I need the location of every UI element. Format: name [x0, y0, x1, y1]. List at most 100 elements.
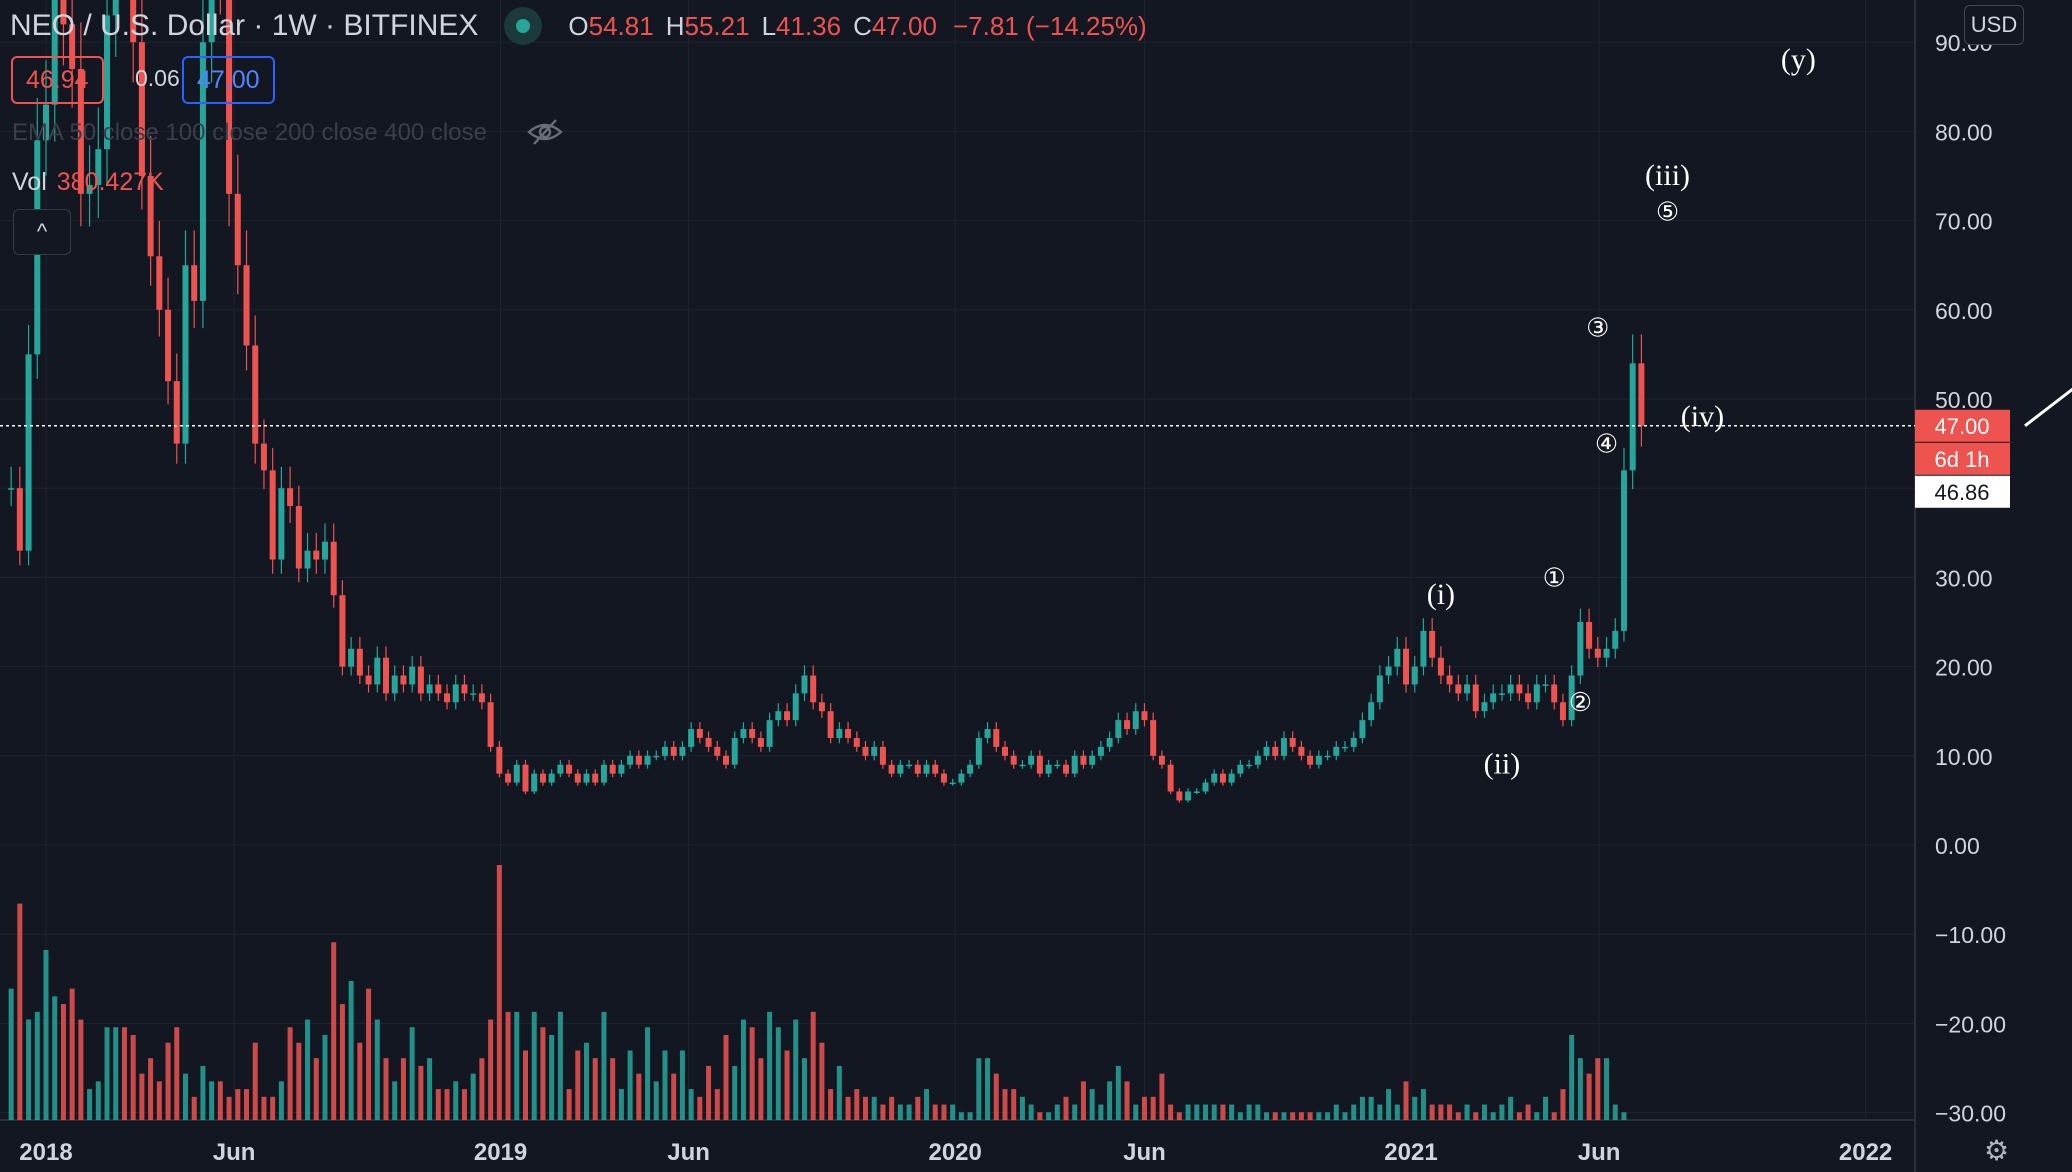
- ema-indicator-legend[interactable]: EMA 50 close 100 close 200 close 400 clo…: [12, 119, 487, 146]
- volume-bar: [296, 1042, 302, 1120]
- candle-body: [1437, 657, 1444, 676]
- volume-bar: [87, 1089, 93, 1120]
- candle-body: [1237, 764, 1244, 774]
- volume-bar: [287, 1027, 293, 1120]
- volume-bar: [1569, 1035, 1575, 1120]
- y-tick-label: 20.00: [1935, 655, 1993, 681]
- volume-bar: [976, 1058, 982, 1120]
- volume-bar: [1281, 1112, 1287, 1120]
- volume-bar: [819, 1042, 825, 1120]
- candle-body: [1158, 755, 1165, 765]
- gear-icon[interactable]: ⚙: [1984, 1135, 2010, 1166]
- volume-bar: [1037, 1112, 1043, 1120]
- volume-bar: [723, 1035, 729, 1120]
- x-tick-label: 2021: [1384, 1139, 1437, 1166]
- candle-body: [505, 773, 512, 783]
- volume-bar: [601, 1011, 607, 1120]
- candle-body: [531, 773, 538, 792]
- volume-bar: [1054, 1104, 1060, 1120]
- wave-label: (iv): [1681, 400, 1724, 433]
- candle-body: [906, 764, 913, 767]
- volume-bar: [505, 1011, 511, 1120]
- x-tick-label: 2019: [474, 1139, 527, 1166]
- candle-body: [879, 746, 886, 765]
- candle-body: [749, 729, 756, 738]
- candle-body: [853, 737, 860, 747]
- candle-body: [714, 746, 721, 756]
- volume-bar: [1124, 1081, 1130, 1120]
- volume-bar: [1246, 1104, 1252, 1120]
- candle-body: [1089, 755, 1096, 765]
- volume-bar: [958, 1112, 964, 1120]
- volume-bar: [1002, 1089, 1008, 1120]
- volume-bar: [1028, 1104, 1034, 1120]
- candle-body: [1612, 630, 1619, 649]
- candle-body: [95, 149, 102, 185]
- candle-body: [478, 693, 485, 703]
- volume-bar: [1307, 1112, 1313, 1120]
- symbol-header: NEO / U.S. Dollar · 1W · BITFINEX O54.81…: [10, 6, 1147, 46]
- candle-body: [1219, 773, 1226, 783]
- eye-off-icon[interactable]: [526, 118, 564, 146]
- volume-bar: [1551, 1112, 1557, 1120]
- candle-body: [130, 0, 137, 43]
- wave-label: (iii): [1645, 159, 1690, 192]
- currency-button[interactable]: USD: [1964, 5, 2024, 45]
- candle-body: [51, 0, 58, 105]
- volume-bar: [1560, 1089, 1566, 1120]
- volume-bar: [531, 1011, 537, 1120]
- candle-body: [1620, 470, 1627, 631]
- candle-body: [461, 684, 468, 694]
- volume-legend[interactable]: Vol 380.427K: [12, 168, 164, 197]
- volume-bar: [618, 1089, 624, 1120]
- candle-body: [967, 764, 974, 774]
- candle-body: [888, 764, 895, 774]
- volume-bar: [540, 1027, 546, 1120]
- candle-body: [391, 675, 398, 694]
- volume-bar: [156, 1081, 162, 1120]
- wave-label: ③: [1586, 314, 1609, 343]
- volume-bar: [862, 1096, 868, 1120]
- y-tick-label: −30.00: [1935, 1101, 2006, 1127]
- volume-bar: [950, 1104, 956, 1120]
- collapse-legend-button[interactable]: ^: [13, 209, 71, 255]
- volume-bar: [400, 1058, 406, 1120]
- volume-bar: [26, 1019, 32, 1120]
- candle-body: [1464, 684, 1471, 694]
- y-tick-label: 80.00: [1935, 119, 1993, 145]
- volume-bar: [191, 1096, 197, 1120]
- symbol-title[interactable]: NEO / U.S. Dollar · 1W · BITFINEX: [10, 9, 479, 42]
- x-tick-label: Jun: [667, 1139, 710, 1166]
- volume-bar: [1080, 1081, 1086, 1120]
- volume-bar: [374, 1019, 380, 1120]
- candle-body: [1586, 622, 1593, 649]
- volume-bar: [514, 1011, 520, 1120]
- volume-bar: [1133, 1104, 1139, 1120]
- volume-bar: [801, 1058, 807, 1120]
- buy-button[interactable]: 47.00: [182, 56, 275, 104]
- sell-button[interactable]: 46.94: [11, 56, 104, 104]
- volume-bar: [488, 1019, 494, 1120]
- candle-body: [147, 176, 154, 257]
- volume-bar: [749, 1027, 755, 1120]
- candle-body: [339, 595, 346, 667]
- volume-bar: [880, 1104, 886, 1120]
- candle-body: [1019, 764, 1026, 767]
- volume-bar: [1586, 1073, 1592, 1120]
- volume-bar: [1473, 1112, 1479, 1120]
- candle-body: [348, 648, 355, 667]
- volume-bar: [244, 1089, 250, 1120]
- candle-body: [1263, 746, 1270, 756]
- volume-bar: [671, 1073, 677, 1120]
- candle-body: [696, 729, 703, 738]
- candle-body: [723, 755, 730, 765]
- candle-body: [1542, 684, 1549, 686]
- candle-body: [1246, 764, 1253, 767]
- volume-bar: [1019, 1096, 1025, 1120]
- volume-bar: [1464, 1104, 1470, 1120]
- volume-bar: [217, 1081, 223, 1120]
- x-tick-label: 2022: [1839, 1139, 1892, 1166]
- x-tick-label: Jun: [1578, 1139, 1621, 1166]
- candle-body: [182, 265, 189, 444]
